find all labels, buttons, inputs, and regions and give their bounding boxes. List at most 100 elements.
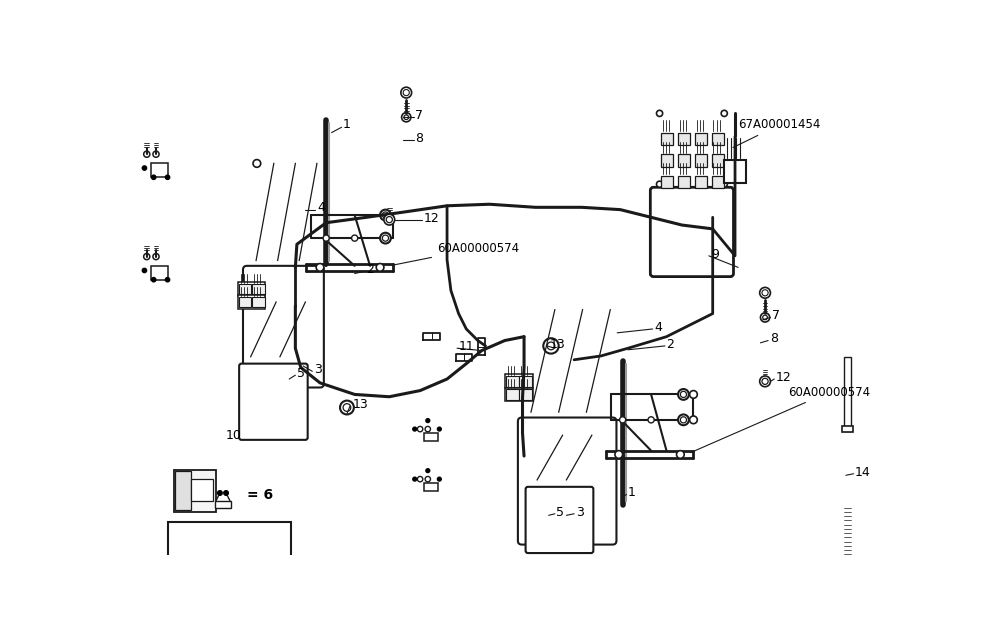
FancyBboxPatch shape xyxy=(526,487,593,553)
Bar xyxy=(252,296,265,308)
Circle shape xyxy=(152,175,156,180)
Circle shape xyxy=(656,110,663,117)
Text: 13: 13 xyxy=(352,398,368,411)
Circle shape xyxy=(680,417,687,423)
Bar xyxy=(175,471,191,510)
Circle shape xyxy=(656,181,663,187)
Circle shape xyxy=(762,290,768,296)
Text: 4: 4 xyxy=(654,321,662,334)
Circle shape xyxy=(152,278,156,282)
Bar xyxy=(215,500,231,509)
Bar xyxy=(519,389,532,400)
Bar xyxy=(191,479,213,500)
Circle shape xyxy=(760,313,770,322)
Circle shape xyxy=(142,166,147,170)
Circle shape xyxy=(218,490,222,495)
Bar xyxy=(238,295,265,309)
Bar xyxy=(519,376,532,387)
Circle shape xyxy=(142,268,147,273)
Circle shape xyxy=(760,288,770,298)
Bar xyxy=(424,483,438,490)
Circle shape xyxy=(760,376,770,387)
Bar xyxy=(661,176,673,188)
Circle shape xyxy=(382,212,389,218)
Circle shape xyxy=(680,391,687,397)
Circle shape xyxy=(648,417,654,423)
Text: = 6: = 6 xyxy=(247,487,273,502)
Bar xyxy=(695,176,707,188)
Bar xyxy=(151,163,168,177)
FancyBboxPatch shape xyxy=(243,266,324,388)
Circle shape xyxy=(437,477,441,481)
Bar xyxy=(238,282,265,296)
Circle shape xyxy=(426,469,430,472)
Circle shape xyxy=(403,89,409,95)
Bar xyxy=(678,154,690,167)
Circle shape xyxy=(343,404,351,411)
Bar xyxy=(424,433,438,441)
Text: 12: 12 xyxy=(423,212,439,225)
Circle shape xyxy=(763,315,767,319)
Circle shape xyxy=(413,427,417,431)
Circle shape xyxy=(323,235,329,241)
Bar xyxy=(505,388,533,401)
Circle shape xyxy=(402,112,411,122)
Circle shape xyxy=(615,451,623,459)
Text: 2: 2 xyxy=(366,263,374,276)
Circle shape xyxy=(721,110,727,117)
FancyBboxPatch shape xyxy=(650,187,733,276)
Circle shape xyxy=(404,115,409,120)
Circle shape xyxy=(380,233,391,243)
Bar xyxy=(712,176,724,188)
Circle shape xyxy=(721,181,727,187)
Bar xyxy=(151,266,168,280)
Circle shape xyxy=(165,175,170,180)
Circle shape xyxy=(382,235,389,241)
Text: 9: 9 xyxy=(711,248,719,261)
Circle shape xyxy=(376,263,384,271)
Text: 1: 1 xyxy=(343,119,351,132)
Circle shape xyxy=(678,414,689,425)
Text: 13: 13 xyxy=(549,338,565,351)
Bar xyxy=(661,154,673,167)
FancyBboxPatch shape xyxy=(518,417,616,545)
Circle shape xyxy=(620,417,626,423)
Bar xyxy=(695,154,707,167)
Circle shape xyxy=(165,278,170,282)
Circle shape xyxy=(543,338,559,354)
Circle shape xyxy=(413,477,417,481)
Circle shape xyxy=(144,151,150,157)
Text: 10: 10 xyxy=(226,429,242,442)
Text: 7: 7 xyxy=(772,310,780,323)
Circle shape xyxy=(690,416,697,424)
Bar xyxy=(678,133,690,145)
Circle shape xyxy=(340,401,354,414)
Circle shape xyxy=(417,477,423,482)
Bar xyxy=(695,133,707,145)
Text: 67A00001454: 67A00001454 xyxy=(733,119,820,148)
Circle shape xyxy=(425,426,430,432)
Circle shape xyxy=(352,235,358,241)
Text: 60A00000574: 60A00000574 xyxy=(691,386,870,452)
Bar xyxy=(506,376,519,387)
FancyBboxPatch shape xyxy=(239,364,308,440)
Bar xyxy=(661,133,673,145)
Circle shape xyxy=(547,342,555,350)
Circle shape xyxy=(153,151,159,157)
Bar xyxy=(724,160,746,183)
Text: 5: 5 xyxy=(556,505,564,519)
Text: 12: 12 xyxy=(776,371,792,384)
Text: 3: 3 xyxy=(576,505,584,519)
Bar xyxy=(252,283,265,295)
Text: 14: 14 xyxy=(855,466,871,479)
Text: 5: 5 xyxy=(297,367,305,380)
Circle shape xyxy=(384,214,395,225)
Bar xyxy=(505,374,533,388)
Bar xyxy=(506,389,519,400)
Circle shape xyxy=(417,426,423,432)
Circle shape xyxy=(386,217,392,223)
Circle shape xyxy=(153,253,159,260)
Text: 3: 3 xyxy=(314,363,322,376)
Circle shape xyxy=(144,253,150,260)
Bar xyxy=(239,296,251,308)
